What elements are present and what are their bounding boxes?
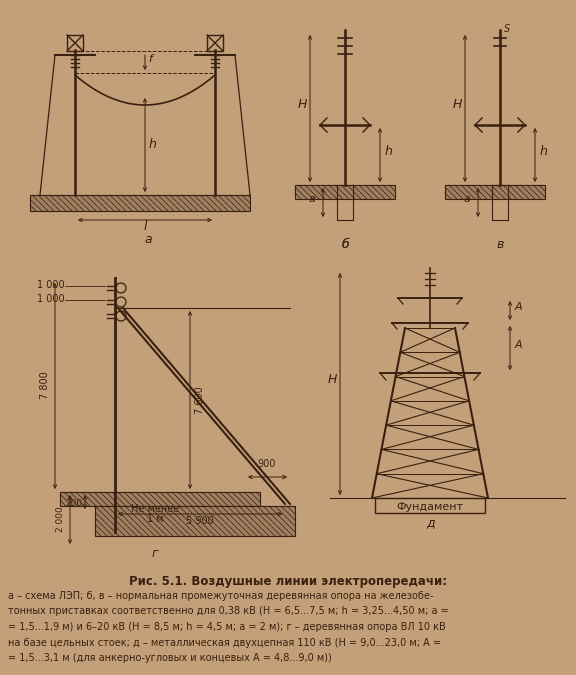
Text: a: a [463,194,470,205]
Text: H: H [297,97,306,111]
Text: = 1,5...1,9 м) и 6–20 кВ (Н = 8,5 м; h = 4,5 м; а = 2 м); г – деревянная опора В: = 1,5...1,9 м) и 6–20 кВ (Н = 8,5 м; h =… [8,622,446,632]
Text: б: б [341,238,349,251]
Polygon shape [30,195,250,211]
Text: а – схема ЛЭП; б, в – нормальная промежуточная деревянная опора на железобе-: а – схема ЛЭП; б, в – нормальная промежу… [8,591,434,601]
Text: H: H [452,97,462,111]
Bar [375,498,485,513]
Text: д: д [426,516,434,529]
Text: 1 м: 1 м [147,514,164,524]
Text: Рис. 5.1. Воздушные линии электропередачи:: Рис. 5.1. Воздушные линии электропередач… [129,575,447,588]
Text: H: H [327,373,337,386]
Text: на базе цельных стоек; д – металлическая двухцепная 110 кВ (Н = 9,0...23,0 м; А : на базе цельных стоек; д – металлическая… [8,637,441,647]
Text: S: S [504,24,510,34]
Text: 7 800: 7 800 [40,371,50,399]
Text: 1 000: 1 000 [37,280,65,290]
Bar [207,35,223,51]
Text: 1 000: 1 000 [37,294,65,304]
Text: в: в [497,238,503,251]
Text: тонных приставках соответственно для 0,38 кВ (Н = 6,5...7,5 м; h = 3,25...4,50 м: тонных приставках соответственно для 0,3… [8,607,449,616]
Polygon shape [295,185,395,199]
Bar [67,35,83,51]
Polygon shape [95,506,295,536]
Text: = 1,5...3,1 м (для анкерно-угловых и концевых А = 4,8...9,0 м)): = 1,5...3,1 м (для анкерно-угловых и кон… [8,653,332,663]
Text: 900: 900 [258,459,276,469]
Text: 5 900: 5 900 [186,516,214,526]
Text: h: h [149,138,157,151]
Text: Не менее: Не менее [131,504,179,514]
Text: A: A [515,302,522,313]
Text: 2 000: 2 000 [56,507,65,533]
Text: h: h [385,145,393,158]
Text: f: f [148,53,152,63]
Text: a: a [308,194,315,205]
Text: 7 600: 7 600 [195,386,205,414]
Text: б: б [341,238,349,251]
Polygon shape [445,185,545,199]
Text: l: l [143,220,147,233]
Text: Фундамент: Фундамент [396,502,464,512]
Text: h: h [540,145,548,158]
Text: г: г [151,547,158,560]
Polygon shape [60,492,260,506]
Text: а: а [144,233,152,246]
Text: 200: 200 [65,500,82,508]
Text: A: A [515,340,522,350]
